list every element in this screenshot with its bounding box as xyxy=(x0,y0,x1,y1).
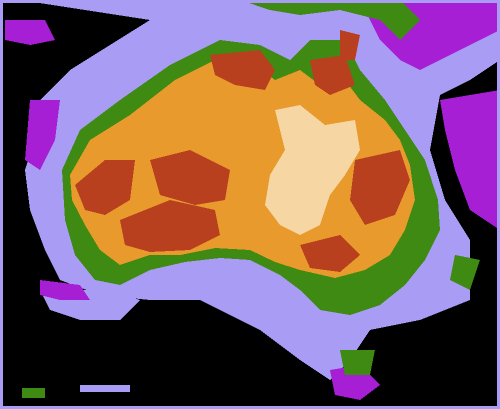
upland-central xyxy=(150,150,230,205)
upland-kimberley xyxy=(210,50,275,90)
shelf-north xyxy=(141,3,440,60)
upland-north xyxy=(310,55,355,95)
basin-layer xyxy=(265,105,360,235)
upland-southeast xyxy=(300,235,360,272)
coast-islet-2 xyxy=(450,255,480,290)
upland-layer xyxy=(75,30,410,272)
coast-islet-1 xyxy=(22,388,45,398)
coast-tasmania xyxy=(340,350,375,375)
reef-west xyxy=(25,100,60,170)
reef-east xyxy=(440,90,497,228)
reef-southwest xyxy=(40,280,90,300)
basin-lake-eyre xyxy=(265,105,360,235)
upland-pilbara xyxy=(75,160,135,215)
coast-north-strip xyxy=(249,3,420,40)
upland-east xyxy=(350,150,410,225)
upland-cape xyxy=(340,30,360,60)
shelf-south-bar xyxy=(80,385,130,392)
reef-northwest xyxy=(5,20,55,45)
upland-west-central xyxy=(120,200,220,252)
